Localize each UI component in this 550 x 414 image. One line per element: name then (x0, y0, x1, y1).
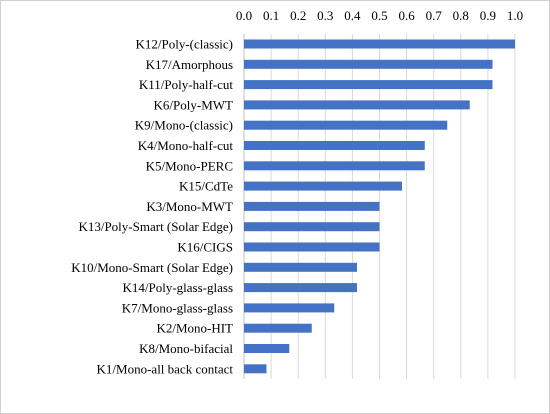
category-label: K9/Mono-(classic) (135, 118, 233, 133)
x-tick-label: 0.6 (398, 8, 415, 23)
bar (244, 100, 470, 110)
category-label: K4/Mono-half-cut (138, 138, 234, 153)
x-tick-label: 0.9 (480, 8, 496, 23)
x-axis-ticks: 0.0 0.1 0.2 0.3 0.4 0.5 0.6 0.7 0.8 0.9 1.0 (236, 8, 523, 23)
grid-layer (243, 34, 516, 379)
bar (244, 222, 380, 232)
category-label: K17/Amorphous (146, 57, 233, 72)
category-label: K12/Poly-(classic) (136, 37, 233, 52)
bar (244, 303, 335, 313)
category-label: K10/Mono-Smart (Solar Edge) (71, 260, 233, 275)
bar (244, 141, 425, 150)
category-label: K1/Mono-all back contact (97, 361, 234, 376)
bars (244, 39, 515, 374)
x-tick-label: 1.0 (507, 8, 523, 23)
category-label: K7/Mono-glass-glass (122, 300, 233, 315)
bar (244, 201, 380, 211)
category-label: K3/Mono-MWT (146, 199, 233, 214)
bar (244, 181, 402, 191)
x-tick-label: 0.7 (426, 8, 443, 23)
category-label: K8/Mono-bifacial (139, 341, 233, 356)
x-tick-label: 0.3 (317, 8, 333, 23)
x-tick-label: 0.5 (371, 8, 387, 23)
category-labels: K12/Poly-(classic) K17/Amorphous K11/Poly-… (71, 37, 233, 377)
bar (244, 242, 380, 252)
x-tick-label: 0.1 (263, 8, 279, 23)
x-tick-label: 0.0 (236, 8, 252, 23)
bar (244, 39, 515, 49)
category-label: K6/Poly-MWT (154, 97, 234, 112)
bar (244, 364, 267, 374)
category-label: K14/Poly-glass-glass (123, 280, 234, 295)
bar (244, 344, 290, 353)
category-label: K13/Poly-Smart (Solar Edge) (78, 219, 233, 234)
x-tick-label: 0.4 (344, 8, 361, 23)
bar (244, 161, 425, 171)
bar (244, 283, 358, 293)
category-label: K5/Mono-PERC (146, 158, 233, 173)
bar (244, 120, 448, 130)
bar (244, 262, 358, 272)
bar (244, 59, 493, 69)
x-tick-label: 0.8 (453, 8, 469, 23)
bar (244, 80, 493, 90)
category-label: K15/CdTe (179, 179, 233, 194)
x-tick-label: 0.2 (290, 8, 306, 23)
category-label: K2/Mono-HIT (156, 321, 233, 336)
category-label: K11/Poly-half-cut (139, 77, 233, 92)
bar (244, 323, 312, 333)
category-label: K16/CIGS (177, 240, 233, 255)
